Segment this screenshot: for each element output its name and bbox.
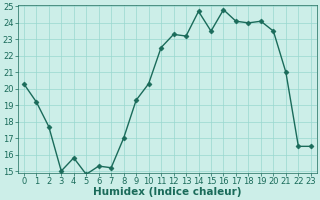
- X-axis label: Humidex (Indice chaleur): Humidex (Indice chaleur): [93, 187, 242, 197]
